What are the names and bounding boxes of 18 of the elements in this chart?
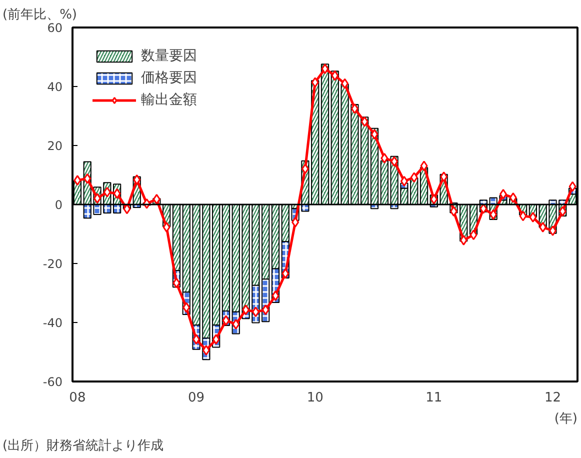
x-tick-label: 09 [188, 390, 205, 406]
x-tick-label: 08 [69, 390, 86, 406]
x-tick-label: 11 [426, 390, 442, 406]
legend-label: 輸出金額 [141, 91, 197, 109]
x-tick-label: 10 [306, 390, 324, 406]
y-tick-label: -60 [42, 375, 63, 389]
text: (出所）財務省統計より作成 [2, 438, 164, 454]
y-tick-label: 20 [47, 139, 63, 153]
x-axis-title: (年) [554, 412, 578, 426]
y-tick-label: 0 [54, 198, 63, 212]
y-tick-label: 40 [47, 80, 63, 94]
y-tick-label: -20 [42, 257, 63, 271]
y-tick-label: -40 [42, 316, 63, 330]
x-tick-label: 12 [544, 390, 562, 406]
y-tick-label: 60 [47, 21, 63, 35]
legend-label: 価格要因 [141, 69, 197, 87]
y-axis-title: (前年比、%) [2, 8, 77, 22]
legend-label: 数量要因 [141, 47, 197, 65]
